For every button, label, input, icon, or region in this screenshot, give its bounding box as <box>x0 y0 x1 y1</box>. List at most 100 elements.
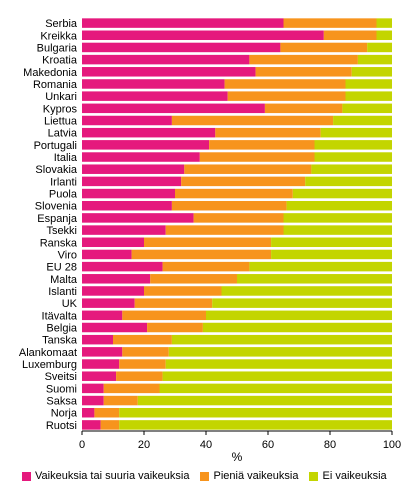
bar-segment-series-3-row-15 <box>292 188 392 199</box>
legend-swatch-series-2 <box>200 471 210 481</box>
bar-segment-series-3-row-27 <box>171 334 392 345</box>
bar-segment-series-3-row-13 <box>311 164 392 174</box>
bar-segment-series-2-row-20 <box>131 249 272 260</box>
category-label: Tanska <box>42 335 78 347</box>
category-label: Itävalta <box>42 310 78 322</box>
bar-segment-series-3-row-23 <box>221 286 392 296</box>
bar-segment-series-3-row-5 <box>351 67 392 77</box>
bar-segment-series-3-row-9 <box>333 115 392 126</box>
bar-segment-series-1-row-10 <box>82 127 216 138</box>
bar-segment-series-1-row-2 <box>82 30 324 41</box>
category-label: Norja <box>51 408 78 420</box>
bar-segment-series-2-row-4 <box>249 54 358 65</box>
category-label: Kreikka <box>40 30 78 42</box>
category-label: Puola <box>49 189 78 201</box>
bar-segment-series-2-row-29 <box>119 359 166 369</box>
bar-segment-series-1-row-11 <box>82 140 210 150</box>
bar-segment-series-3-row-34 <box>119 420 392 430</box>
bar-segment-series-3-row-28 <box>168 347 392 357</box>
bar-segment-series-2-row-22 <box>150 274 237 284</box>
bar-segment-series-1-row-6 <box>82 79 225 89</box>
category-label: Makedonia <box>23 67 78 79</box>
legend-swatch-series-1 <box>22 471 31 481</box>
bar-segment-series-3-row-21 <box>249 261 392 272</box>
category-label: Latvia <box>48 128 78 140</box>
category-label: Belgia <box>46 323 77 335</box>
bar-segment-series-3-row-30 <box>162 371 392 381</box>
category-label: Portugali <box>34 140 77 152</box>
legend-label-series-1: Vaikeuksia tai suuria vaikeuksia <box>35 470 190 482</box>
category-label: Italia <box>54 152 78 164</box>
category-label: Suomi <box>46 383 77 395</box>
category-label: Kroatia <box>42 55 78 67</box>
x-tick-label: 40 <box>200 439 212 451</box>
bar-segment-series-1-row-28 <box>82 347 123 357</box>
bars-group <box>82 18 392 430</box>
x-axis-label: % <box>232 450 243 462</box>
legend-label-series-3: Ei vaikeuksia <box>322 470 387 482</box>
bar-segment-series-2-row-11 <box>209 140 315 150</box>
bar-segment-series-3-row-10 <box>320 127 392 138</box>
bar-segment-series-1-row-3 <box>82 42 281 53</box>
category-labels: SerbiaKreikkaBulgariaKroatiaMakedoniaRom… <box>19 18 78 432</box>
legend-item-series-3: Ei vaikeuksia <box>309 470 387 482</box>
category-label: Sveitsi <box>45 371 77 383</box>
category-label: Luxemburg <box>22 359 77 371</box>
bar-segment-series-1-row-30 <box>82 371 117 381</box>
bar-segment-series-1-row-29 <box>82 359 120 369</box>
bar-segment-series-3-row-2 <box>376 30 392 41</box>
bar-segment-series-3-row-4 <box>357 54 392 65</box>
bar-segment-series-2-row-17 <box>193 213 284 223</box>
bar-segment-series-1-row-15 <box>82 188 175 199</box>
bar-segment-series-2-row-26 <box>147 322 203 333</box>
category-label: Islanti <box>48 286 77 298</box>
bar-segment-series-3-row-20 <box>271 249 392 260</box>
bar-segment-series-2-row-34 <box>100 420 120 430</box>
bar-segment-series-3-row-16 <box>286 200 392 211</box>
bar-segment-series-3-row-18 <box>283 225 392 235</box>
bar-segment-series-1-row-21 <box>82 261 163 272</box>
bar-segment-series-2-row-30 <box>116 371 163 381</box>
bar-segment-series-2-row-13 <box>184 164 312 174</box>
bar-segment-series-1-row-5 <box>82 67 256 77</box>
bar-segment-series-3-row-3 <box>367 42 392 53</box>
category-label: Saksa <box>46 396 77 408</box>
category-label: UK <box>62 298 78 310</box>
bar-segment-series-1-row-19 <box>82 237 144 248</box>
legend-label-series-2: Pieniä vaikeuksia <box>213 470 299 482</box>
category-label: Malta <box>50 274 78 286</box>
bar-segment-series-3-row-26 <box>202 322 392 333</box>
bar-segment-series-1-row-25 <box>82 310 123 321</box>
bar-segment-series-2-row-24 <box>134 298 213 308</box>
bar-segment-series-3-row-1 <box>376 18 392 28</box>
bar-segment-series-3-row-22 <box>237 274 392 284</box>
bar-segment-series-2-row-21 <box>162 261 250 272</box>
bar-segment-series-3-row-25 <box>206 310 392 321</box>
x-tick-label: 80 <box>324 439 336 451</box>
category-label: Irlanti <box>50 176 77 188</box>
x-tick-label: 0 <box>79 439 85 451</box>
bar-segment-series-3-row-33 <box>119 407 392 418</box>
bar-segment-series-2-row-16 <box>171 200 287 211</box>
legend-item-series-1: Vaikeuksia tai suuria vaikeuksia <box>22 470 189 482</box>
bar-segment-series-1-row-20 <box>82 249 132 260</box>
x-tick-label: 20 <box>138 439 150 451</box>
bar-segment-series-1-row-16 <box>82 200 172 211</box>
bar-segment-series-1-row-23 <box>82 286 144 296</box>
bar-segment-series-2-row-6 <box>224 79 346 89</box>
bar-segment-series-2-row-1 <box>283 18 377 28</box>
bar-segment-series-2-row-3 <box>280 42 368 53</box>
stacked-bar-chart: SerbiaKreikkaBulgariaKroatiaMakedoniaRom… <box>19 18 401 462</box>
bar-segment-series-3-row-6 <box>345 79 392 89</box>
bar-segment-series-2-row-2 <box>323 30 377 41</box>
category-label: Espanja <box>37 213 78 225</box>
bar-segment-series-1-row-34 <box>82 420 101 430</box>
bar-segment-series-2-row-10 <box>215 127 321 138</box>
bar-segment-series-1-row-17 <box>82 213 194 223</box>
bar-segment-series-1-row-31 <box>82 383 104 394</box>
category-label: Ranska <box>40 237 78 249</box>
bar-segment-series-1-row-24 <box>82 298 135 308</box>
bar-segment-series-2-row-14 <box>181 176 306 187</box>
bar-segment-series-2-row-28 <box>122 347 169 357</box>
bar-segment-series-1-row-12 <box>82 152 200 162</box>
